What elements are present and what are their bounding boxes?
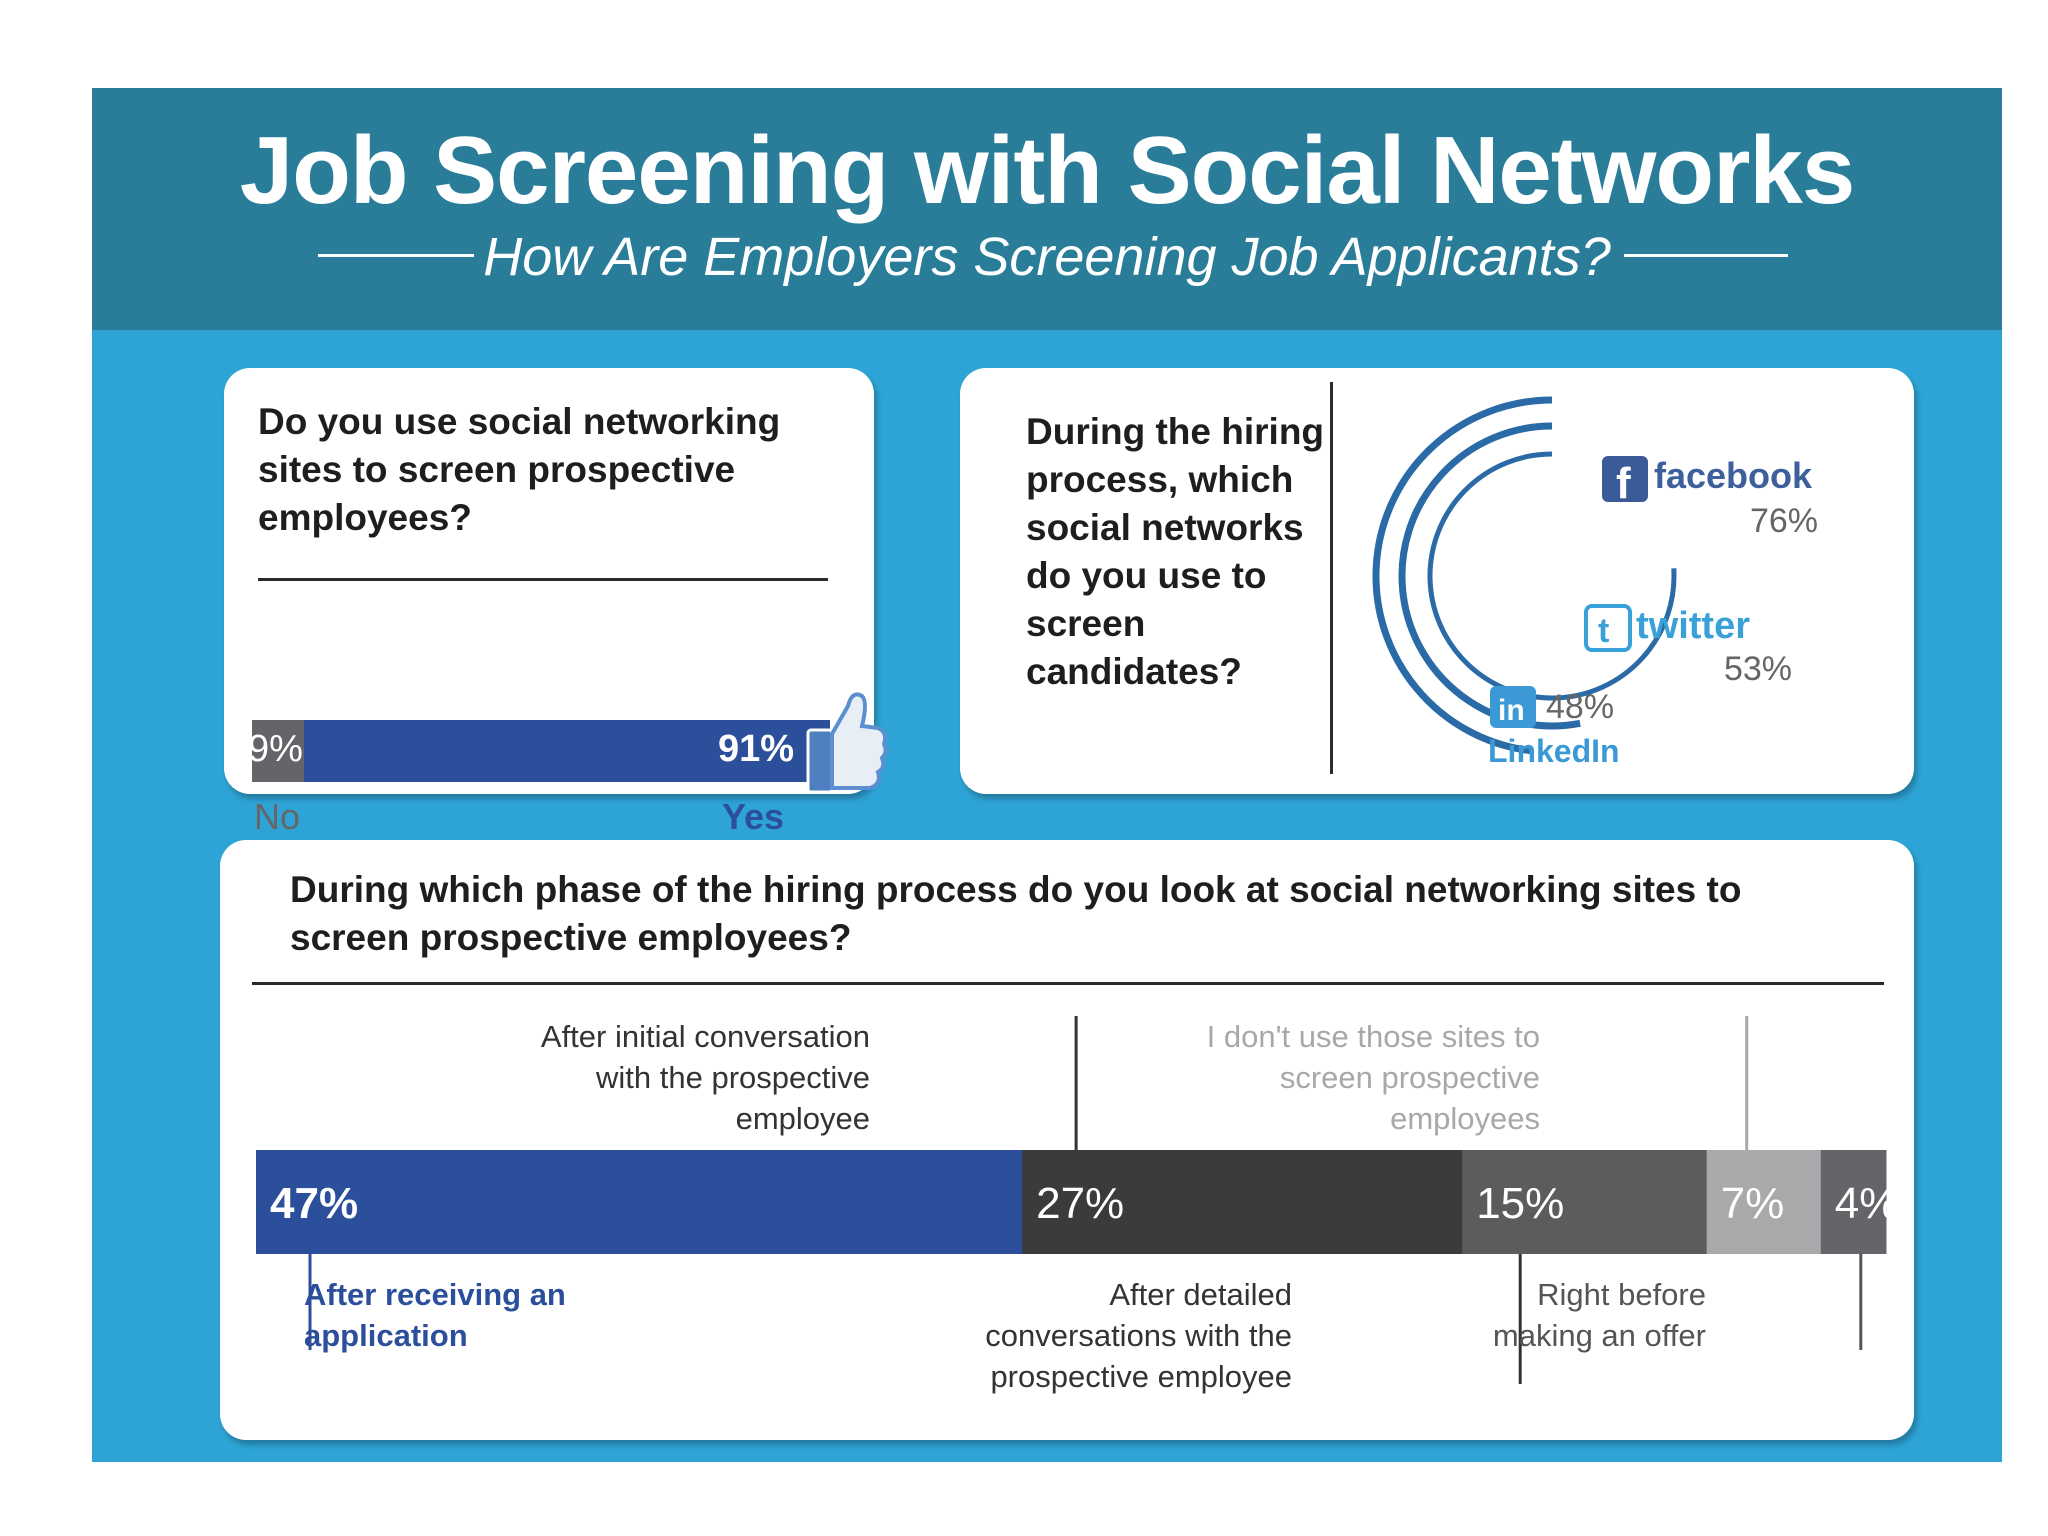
networks-radial-chart: f facebook 76% t twitter 53% in 48% Link… [1372,396,1818,769]
phase-bar-segment [256,1150,1023,1254]
phase-label-detailed-conversations: After detailed conversations with the pr… [985,1277,1292,1394]
networks-question: During the hiring process, which social … [1026,411,1325,692]
page-title: Job Screening with Social Networks [239,117,1855,224]
phase-bar-value-label: 7% [1721,1179,1785,1228]
infographic: Job Screening with Social Networks How A… [92,88,2002,1462]
question-divider [258,578,828,581]
linkedin-value: 48% [1546,688,1614,726]
no-percent-label: 9% [248,728,303,770]
phase-bar-value-label: 4% [1835,1179,1899,1228]
usage-bar: 9% 91% [248,720,830,782]
facebook-value: 76% [1750,502,1818,540]
phase-question: During which phase of the hiring process… [290,869,1742,958]
subtitle-rule-left [318,254,474,257]
header-banner: Job Screening with Social Networks How A… [92,88,2002,330]
twitter-icon: t [1584,604,1632,652]
bar-segment-no [252,720,304,782]
usage-question: Do you use social networking sites to sc… [258,401,781,538]
networks-divider [1330,382,1333,774]
phase-bar-value-label: 47% [270,1179,358,1228]
twitter-value: 53% [1724,650,1792,688]
phase-bar-segment [1706,1150,1822,1254]
phase-question-divider [252,982,1884,985]
svg-text:in: in [1498,694,1525,727]
phase-stacked-bar: 47% 27% 15% 7% 4% [256,1016,1899,1384]
networks-card: During the hiring process, which social … [960,368,1914,794]
phase-label-dont-use: I don't use those sites to screen prospe… [1206,1019,1540,1136]
twitter-label: twitter [1636,605,1750,647]
yes-percent-label: 91% [718,728,795,770]
linkedin-icon: in [1490,686,1536,728]
facebook-icon: f [1602,456,1648,508]
phase-label-after-application: After receiving an application [304,1277,566,1353]
svg-text:t: t [1598,612,1609,650]
subtitle-rule-right [1624,254,1788,257]
bar-segment-yes [304,720,830,782]
linkedin-label: LinkedIn [1488,733,1620,769]
no-category-label: No [254,796,301,837]
phase-bar-segment [1022,1150,1463,1254]
thumbs-up-icon [806,692,888,794]
phase-label-before-offer: Right before making an offer [1492,1277,1706,1353]
phase-bar-segment [1820,1150,1887,1254]
phase-bar-value-label: 27% [1036,1179,1124,1228]
yes-category-label: Yes [722,796,785,837]
page-subtitle: How Are Employers Screening Job Applican… [483,227,1611,287]
usage-card: Do you use social networking sites to sc… [224,368,888,837]
phase-bar-segment [1462,1150,1708,1254]
svg-text:f: f [1616,459,1631,508]
linkedin-arc [1372,396,1553,755]
facebook-label: facebook [1654,455,1813,496]
phase-card: During which phase of the hiring process… [220,840,1914,1440]
phase-label-initial-conversation: After initial conversation with the pros… [540,1019,870,1136]
facebook-arc [1427,451,1677,701]
phase-bar-value-label: 15% [1476,1179,1564,1228]
